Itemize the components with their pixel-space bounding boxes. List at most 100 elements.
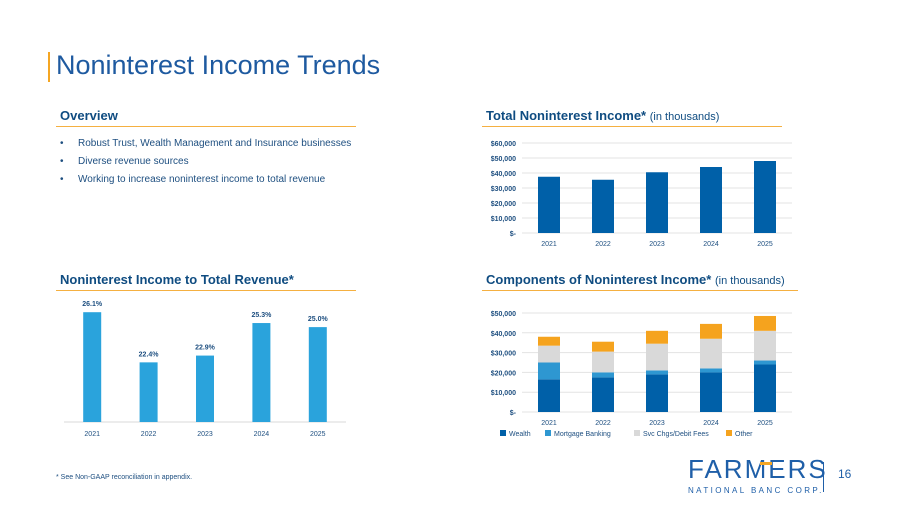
components-bar-segment xyxy=(538,345,560,363)
total-y-tick-label: $30,000 xyxy=(491,186,516,193)
page-title: Noninterest Income Trends xyxy=(56,50,381,80)
overview-bullet-list: • Robust Trust, Wealth Management and Ins… xyxy=(60,135,351,189)
overview-bullet: • Working to increase noninterest income … xyxy=(60,174,326,185)
components-legend-label: Mortgage Banking xyxy=(554,431,611,438)
total-income-bar xyxy=(592,179,614,233)
total-x-tick-label: 2022 xyxy=(595,241,611,248)
total-x-tick-label: 2023 xyxy=(649,241,665,248)
components-bar-segment xyxy=(754,360,776,365)
total-y-tick-label: $20,000 xyxy=(491,201,516,208)
components-bar-segment xyxy=(592,341,614,352)
total-y-tick-label: $10,000 xyxy=(491,216,516,223)
total-income-bar xyxy=(646,172,668,233)
components-legend-swatch xyxy=(500,430,506,436)
components-x-tick-label: 2024 xyxy=(703,420,719,427)
total-income-bar xyxy=(754,161,776,233)
ratio-data-label: 25.0% xyxy=(308,316,329,323)
components-bar-segment xyxy=(754,364,776,412)
components-legend-swatch xyxy=(726,430,732,436)
components-legend-label: Svc Chgs/Debit Fees xyxy=(643,431,709,438)
components-bar-segment xyxy=(700,372,722,412)
ratio-bar xyxy=(196,355,214,422)
ratio-bar xyxy=(252,323,271,422)
components-bar-segment xyxy=(538,362,560,380)
components-bar-segment xyxy=(700,323,722,339)
total-income-heading: Total Noninterest Income* (in thousands) xyxy=(486,108,719,123)
components-y-tick-label: $30,000 xyxy=(491,351,516,358)
total-income-bar xyxy=(538,176,560,233)
logo-accent xyxy=(760,462,772,465)
overview-bullet-text: Robust Trust, Wealth Management and Insu… xyxy=(78,138,352,149)
total-x-tick-label: 2025 xyxy=(757,241,773,248)
overview-bullet-text: Working to increase noninterest income t… xyxy=(78,174,326,185)
ratio-data-label: 22.9% xyxy=(195,345,216,352)
components-x-tick-label: 2023 xyxy=(649,420,665,427)
components-x-tick-label: 2025 xyxy=(757,420,773,427)
ratio-data-label: 22.4% xyxy=(139,351,160,358)
components-bar-segment xyxy=(700,368,722,373)
total-income-heading-text: Total Noninterest Income* xyxy=(486,108,647,123)
components-legend-label: Other xyxy=(735,431,753,438)
ratio-rule xyxy=(56,290,356,291)
components-x-tick-label: 2021 xyxy=(541,420,557,427)
total-x-tick-label: 2021 xyxy=(541,241,557,248)
components-legend-swatch xyxy=(634,430,640,436)
components-legend-swatch xyxy=(545,430,551,436)
components-bar-segment xyxy=(538,379,560,412)
farmers-logo: FARMERS NATIONAL BANC CORP. xyxy=(688,454,826,495)
components-x-tick-label: 2022 xyxy=(595,420,611,427)
ratio-x-tick-label: 2021 xyxy=(84,431,100,438)
components-bar-segment xyxy=(646,343,668,371)
components-rule xyxy=(482,290,798,291)
ratio-bar xyxy=(308,327,327,422)
total-y-tick-label: $- xyxy=(510,231,517,238)
components-heading: Components of Noninterest Income* (in th… xyxy=(486,272,785,287)
ratio-x-tick-label: 2022 xyxy=(141,431,157,438)
overview-rule xyxy=(56,126,356,127)
overview-bullet-text: Diverse revenue sources xyxy=(78,156,189,167)
ratio-heading: Noninterest Income to Total Revenue* xyxy=(60,272,294,287)
components-heading-text: Components of Noninterest Income* xyxy=(486,272,712,287)
components-y-tick-label: $50,000 xyxy=(491,311,516,318)
total-income-bar xyxy=(700,167,722,233)
components-y-tick-label: $20,000 xyxy=(491,370,516,377)
ratio-x-tick-label: 2025 xyxy=(310,431,326,438)
logo-wordmark: FARMERS xyxy=(688,454,828,484)
overview-bullet: • Robust Trust, Wealth Management and Ins… xyxy=(60,138,352,149)
overview-heading: Overview xyxy=(60,108,118,123)
page-number: 16 xyxy=(838,467,852,481)
ratio-x-tick-label: 2023 xyxy=(197,431,213,438)
ratio-bar xyxy=(83,312,102,422)
components-bar-segment xyxy=(754,315,776,331)
total-x-tick-label: 2024 xyxy=(703,241,719,248)
footnote: * See Non-GAAP reconciliation in appendi… xyxy=(56,474,193,481)
components-bar-segment xyxy=(592,372,614,378)
components-heading-sub: (in thousands) xyxy=(714,275,785,287)
logo-tagline: NATIONAL BANC CORP. xyxy=(688,486,824,495)
components-y-tick-label: $10,000 xyxy=(491,390,516,397)
total-income-rule xyxy=(482,126,782,127)
components-bar-segment xyxy=(592,377,614,412)
components-bar-segment xyxy=(538,336,560,346)
ratio-bar xyxy=(139,362,158,422)
components-bar-segment xyxy=(646,374,668,412)
overview-bullet: • Diverse revenue sources xyxy=(60,156,189,167)
components-bar-segment xyxy=(592,351,614,373)
components-bar-segment xyxy=(754,330,776,361)
total-income-heading-sub: (in thousands) xyxy=(649,111,720,123)
total-y-tick-label: $60,000 xyxy=(491,141,516,148)
components-legend-label: Wealth xyxy=(509,431,531,438)
total-y-tick-label: $50,000 xyxy=(491,156,516,163)
components-y-tick-label: $40,000 xyxy=(491,331,516,338)
ratio-data-label: 25.3% xyxy=(251,312,272,319)
components-y-tick-label: $- xyxy=(510,410,517,417)
title-accent-bar xyxy=(48,52,50,82)
page-number-divider xyxy=(823,462,824,492)
components-bar-segment xyxy=(646,370,668,375)
ratio-data-label: 26.1% xyxy=(82,301,103,308)
total-y-tick-label: $40,000 xyxy=(491,171,516,178)
components-bar-segment xyxy=(700,338,722,369)
